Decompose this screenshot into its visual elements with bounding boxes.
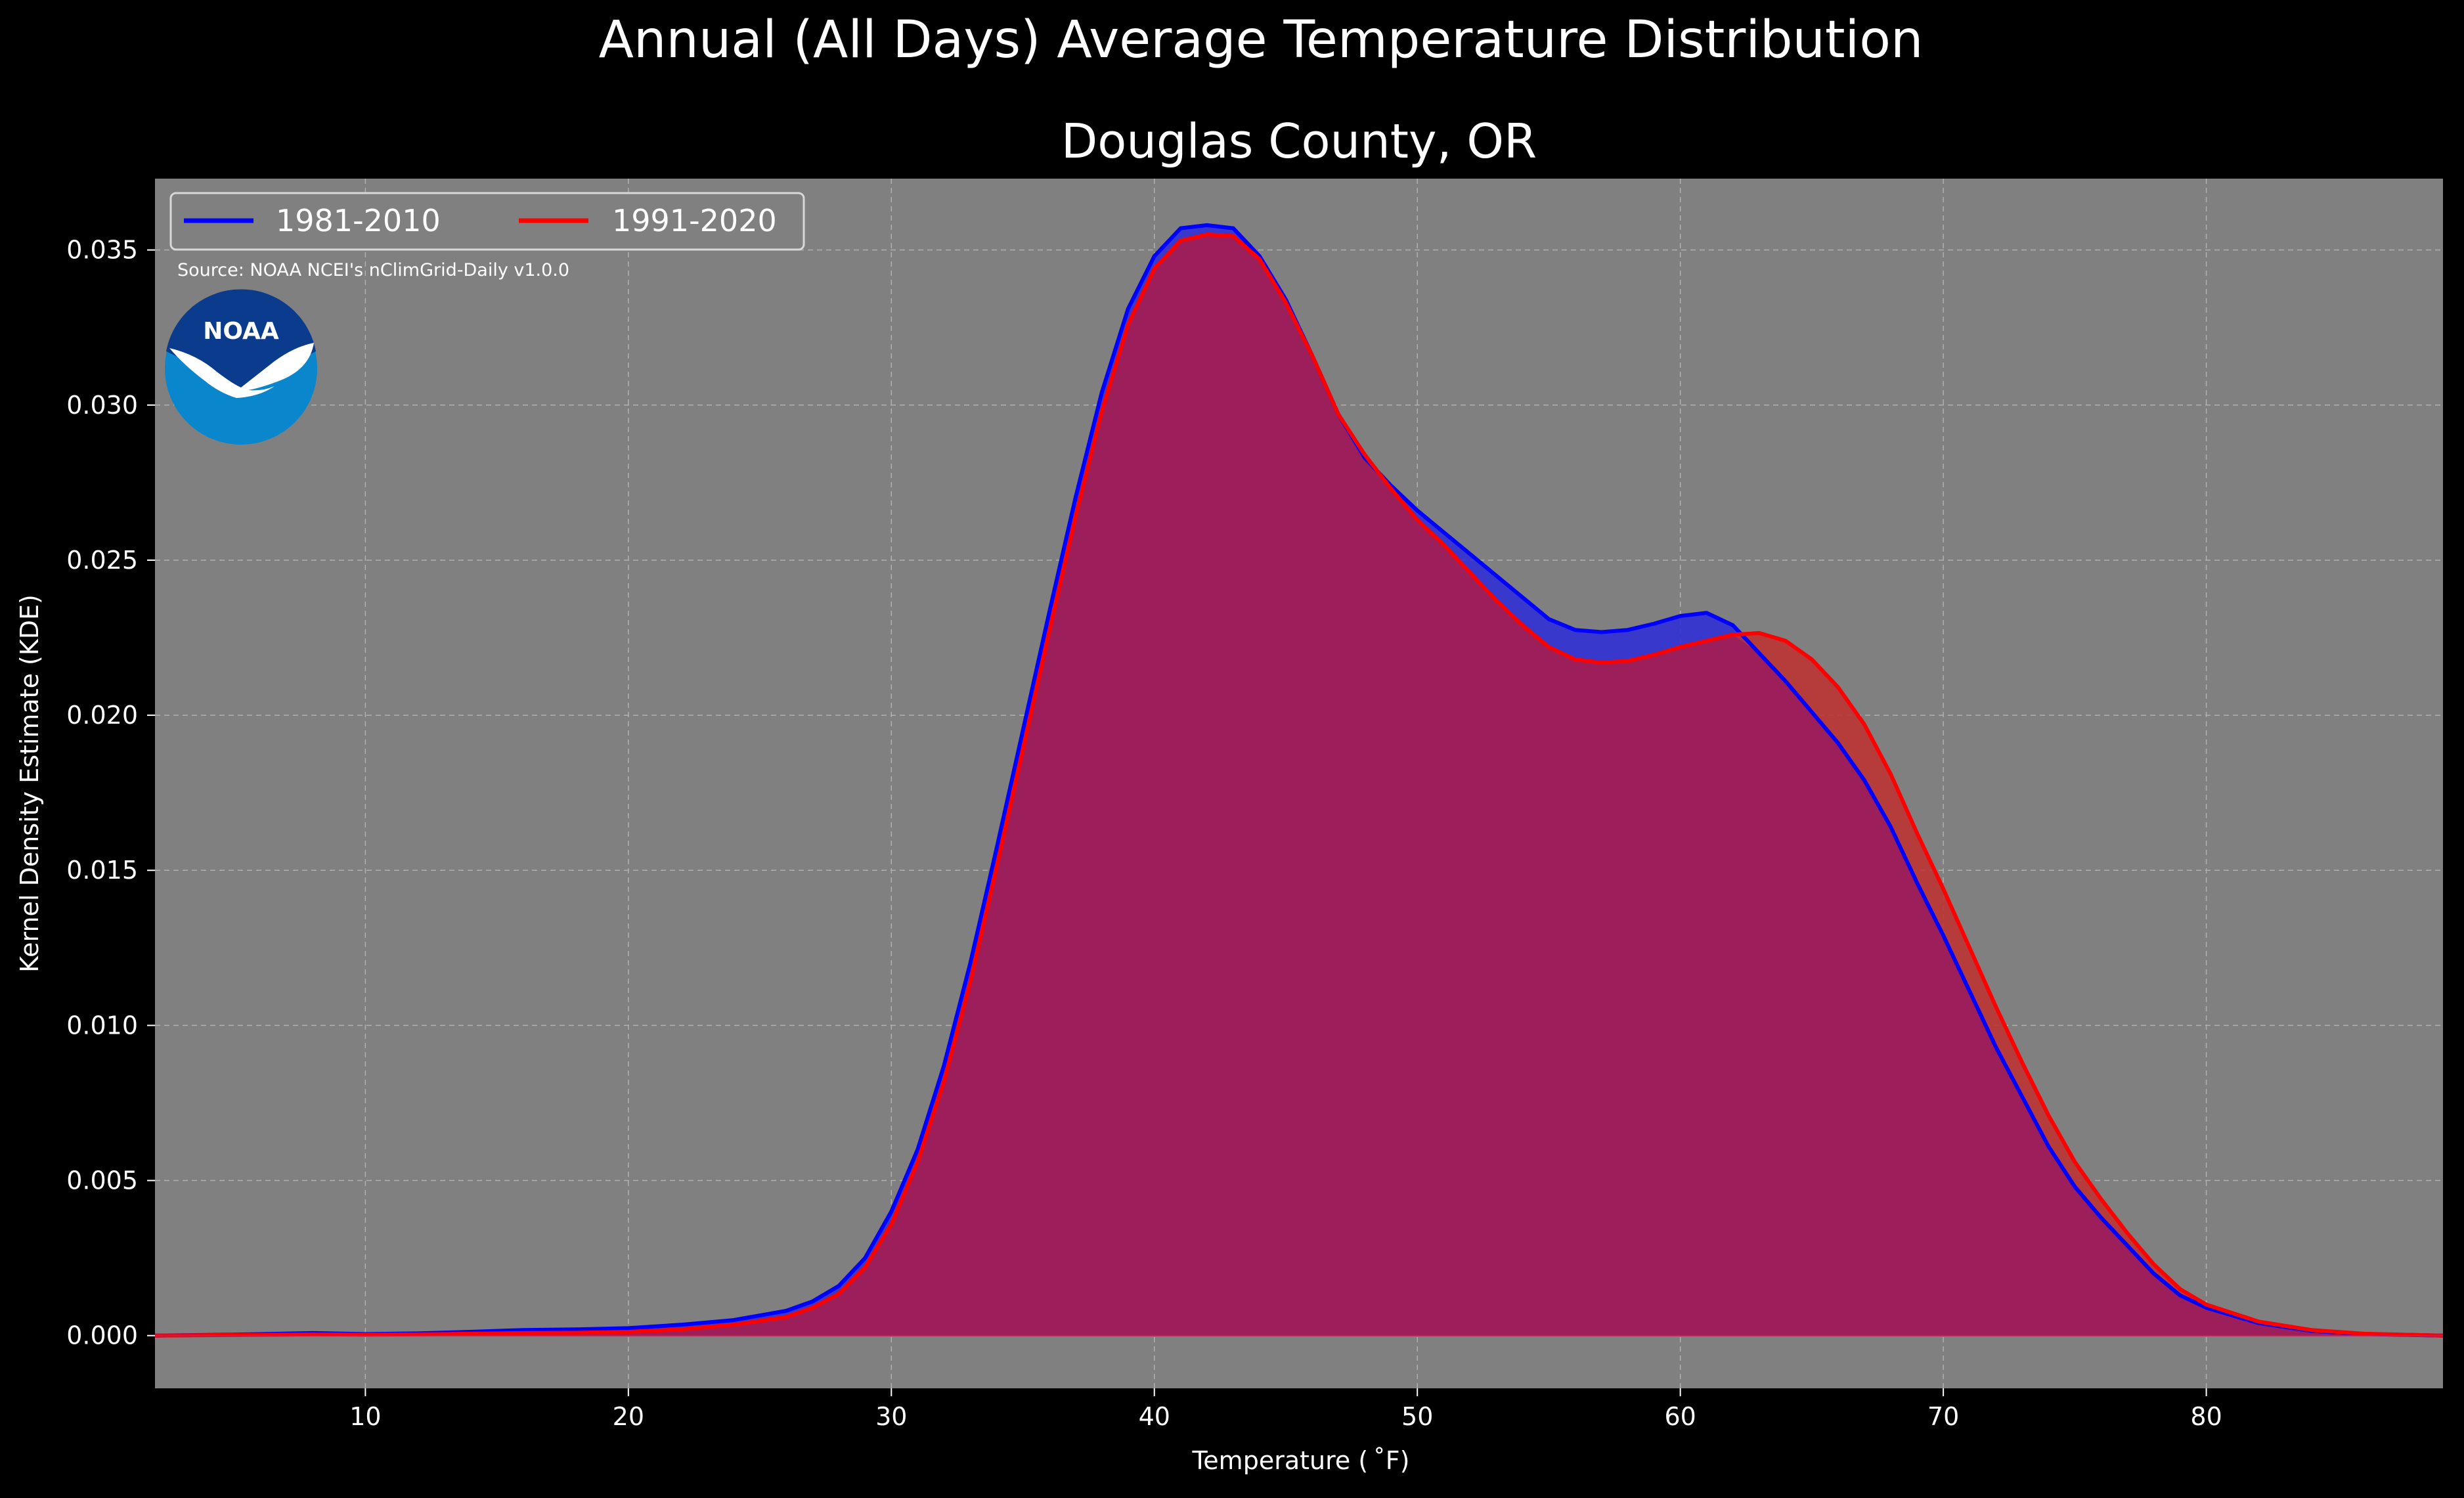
noaa-logo-text: NOAA: [203, 318, 279, 345]
chart-subtitle: Douglas County, OR: [1061, 114, 1537, 169]
line-layer: [154, 223, 2444, 1338]
x-tick-label: 40: [1139, 1402, 1170, 1431]
y-tick-label: 0.010: [66, 1011, 138, 1040]
x-tick-label: 60: [1664, 1402, 1696, 1431]
y-tick-label: 0.035: [66, 236, 138, 265]
legend-label-1981-2010: 1981-2010: [276, 203, 441, 238]
x-tick-label: 50: [1401, 1402, 1433, 1431]
y-tick-label: 0.020: [66, 701, 138, 730]
noaa-logo: NOAA: [165, 289, 317, 445]
legend-label-1991-2020: 1991-2020: [612, 203, 777, 238]
x-tick-label: 10: [349, 1402, 381, 1431]
source-note: Source: NOAA NCEI's nClimGrid-Daily v1.0…: [177, 260, 569, 280]
y-tick-label: 0.005: [66, 1166, 138, 1195]
y-tick-label: 0.000: [66, 1321, 138, 1350]
x-tick-label: 80: [2190, 1402, 2222, 1431]
y-tick-label: 0.015: [66, 856, 138, 885]
fill-layer: [155, 225, 2443, 1336]
noaa-logo-bird: [169, 343, 314, 398]
y-tick-label: 0.025: [66, 546, 138, 575]
x-axis-label: Temperature ( ˚F): [1192, 1446, 1410, 1475]
series-line-1991-2020: [154, 232, 2444, 1338]
legend: 1981-2010 1991-2020: [169, 192, 805, 251]
x-tick-label: 20: [613, 1402, 644, 1431]
overlap-area: [155, 234, 2443, 1336]
legend-box: [169, 192, 805, 251]
series-line-1981-2010: [154, 223, 2444, 1338]
chart-title: Annual (All Days) Average Temperature Di…: [599, 11, 1924, 70]
y-axis-label: Kernel Density Estimate (KDE): [15, 594, 44, 973]
y-tick-label: 0.030: [66, 391, 138, 420]
x-tick-label: 70: [1927, 1402, 1959, 1431]
axes-layer: 10 20 30 40 50 60 70 80 0.000 0.005 0.010 0.015 0.02…: [66, 236, 2222, 1431]
x-tick-label: 30: [875, 1402, 907, 1431]
